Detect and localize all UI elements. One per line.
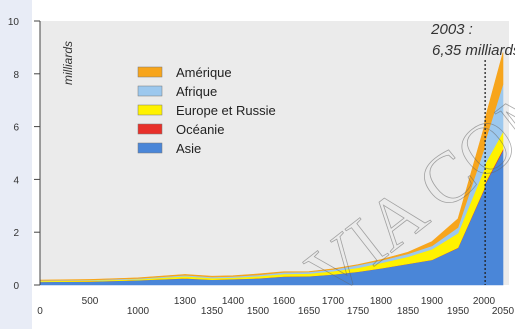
legend-label: Europe et Russie: [176, 103, 276, 118]
y-tick-label: 8: [13, 70, 19, 81]
x-tick-label: 1900: [421, 296, 444, 307]
y-tick-label: 0: [13, 281, 19, 292]
x-tick-label: 1650: [298, 306, 321, 317]
x-tick-label: 1350: [201, 306, 224, 317]
y-axis-label: milliards: [61, 41, 75, 85]
x-tick-label: 1850: [397, 306, 420, 317]
x-tick-label: 1500: [247, 306, 270, 317]
x-tick-label: 2000: [473, 296, 496, 307]
legend-swatch: [137, 123, 163, 135]
x-tick-label: 500: [82, 296, 99, 307]
x-tick-label: 1700: [322, 296, 345, 307]
legend-swatch: [137, 104, 163, 116]
annotation-value: 6,35 milliards: [432, 42, 515, 59]
x-tick-label: 1400: [222, 296, 245, 307]
y-tick-label: 6: [13, 123, 19, 134]
legend-label: Amérique: [176, 65, 232, 80]
x-tick-label: 1800: [370, 296, 393, 307]
x-tick-label: 1000: [127, 306, 150, 317]
annotation-year: 2003 :: [430, 21, 473, 38]
x-tick-label: 2050: [492, 306, 515, 317]
legend-label: Asie: [176, 141, 201, 156]
x-tick-label: 1950: [447, 306, 470, 317]
x-tick-label: 1300: [174, 296, 197, 307]
left-tint: [0, 0, 32, 329]
x-tick-label: 1750: [347, 306, 370, 317]
legend-label: Afrique: [176, 84, 217, 99]
legend-swatch: [137, 66, 163, 78]
plot-background: [40, 21, 509, 285]
legend-swatch: [137, 142, 163, 154]
legend-swatch: [137, 85, 163, 97]
x-tick-label: 1600: [273, 296, 296, 307]
y-tick-label: 2: [13, 228, 19, 239]
y-tick-label: 10: [8, 17, 20, 28]
x-tick-label: 0: [37, 306, 43, 317]
y-tick-label: 4: [13, 175, 19, 186]
area-am-rique: [39, 52, 504, 281]
legend-label: Océanie: [176, 122, 224, 137]
